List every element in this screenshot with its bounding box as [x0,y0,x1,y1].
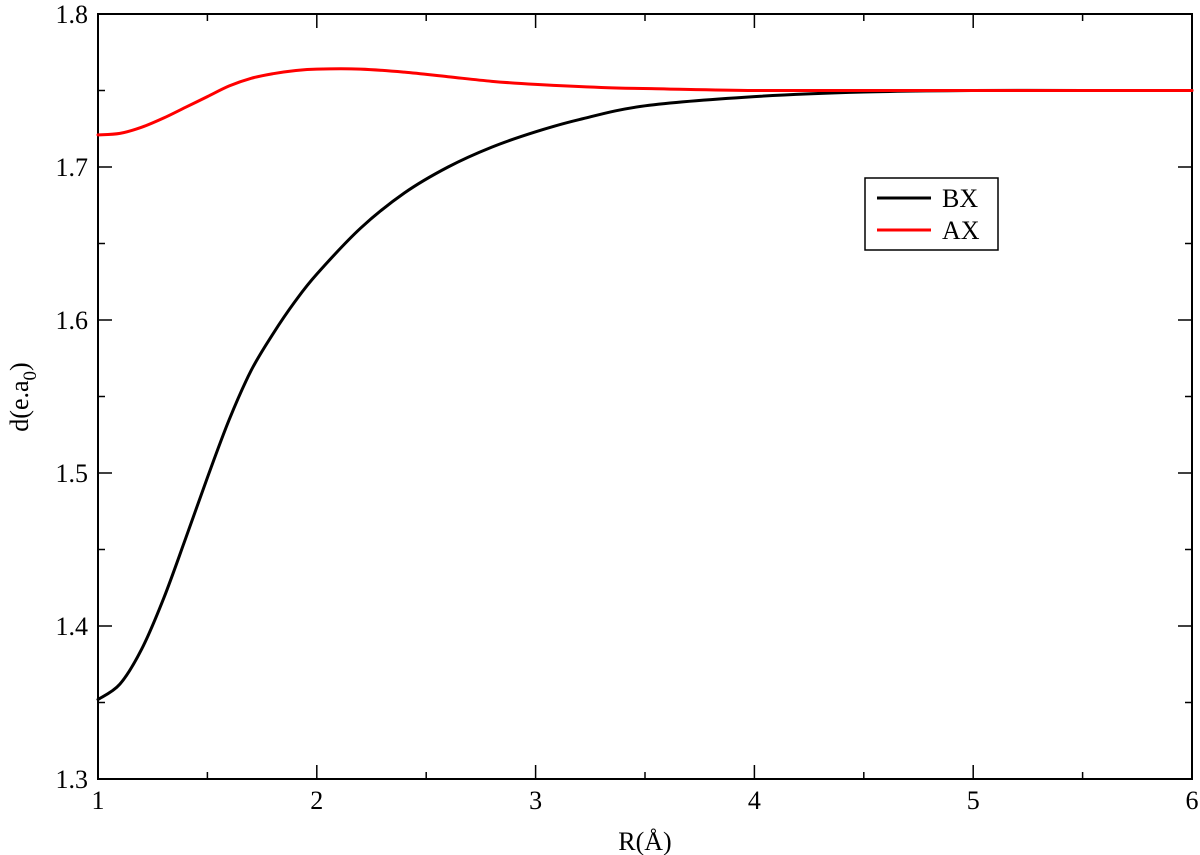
y-axis-title-close: ) [5,362,34,371]
series-lines [96,67,1194,701]
x-axis-title: R(Å) [618,827,671,855]
x-tick-label: 5 [967,786,980,815]
legend-label-ax: AX [942,216,980,245]
legend-label-bx: BX [942,184,978,213]
y-tick-label: 1.5 [56,459,89,488]
series-line-bx [96,88,1194,701]
y-axis-title-subscript: 0 [20,371,41,381]
x-tick-label: 1 [92,786,105,815]
y-tick-label: 1.3 [56,765,89,794]
x-tick-label: 4 [748,786,761,815]
y-axis-title-main: d(e.a [5,380,34,432]
y-tick-label: 1.7 [56,153,89,182]
series-line-ax [96,67,1194,137]
x-tick-label: 6 [1186,786,1199,815]
legend-box [864,177,999,251]
y-axis-title: d(e.a0) [5,362,41,431]
y-tick-label: 1.6 [56,306,89,335]
axis-tick-labels: 1 2 3 4 5 6 1.3 1.4 1.5 1.6 1.7 1.8 [56,0,1199,815]
legend: BX AX [864,177,999,251]
y-tick-label: 1.4 [56,612,89,641]
plot-frame [97,13,1193,780]
y-tick-label: 1.8 [56,0,89,29]
x-tick-label: 3 [529,786,542,815]
axis-ticks [97,13,1193,780]
x-tick-label: 2 [310,786,323,815]
